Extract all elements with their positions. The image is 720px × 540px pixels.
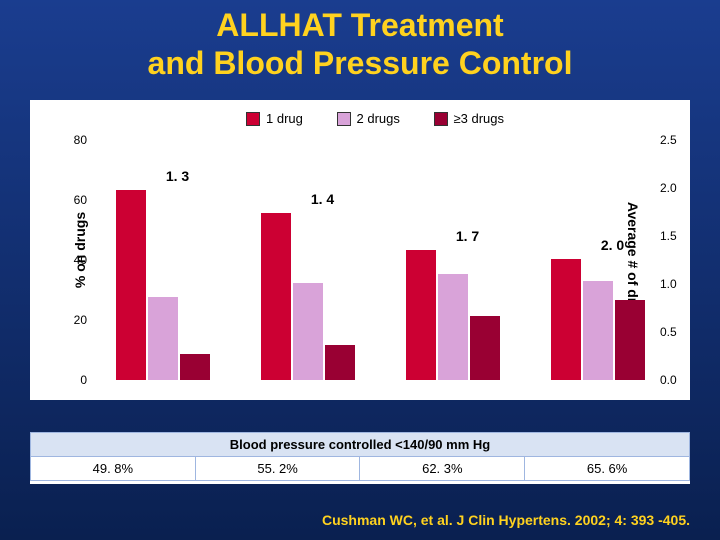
y-tick: 40 — [65, 253, 87, 267]
legend-swatch-2 — [434, 112, 448, 126]
table-row: 49. 8% 55. 2% 62. 3% 65. 6% — [31, 457, 690, 481]
citation: Cushman WC, et al. J Clin Hypertens. 200… — [322, 512, 690, 528]
group-label: 2. 0 — [583, 237, 643, 253]
bp-table: Blood pressure controlled <140/90 mm Hg … — [30, 432, 690, 481]
group-label: 1. 7 — [438, 228, 498, 244]
bar — [470, 316, 500, 380]
bar — [180, 354, 210, 380]
table-header: Blood pressure controlled <140/90 mm Hg — [31, 433, 690, 457]
x-tick: 1 yr — [258, 382, 358, 400]
legend: 1 drug 2 drugs ≥3 drugs — [30, 110, 690, 126]
bar — [325, 345, 355, 380]
x-tick: 6 mos — [113, 382, 213, 400]
bar — [406, 250, 436, 381]
x-tick: 5 yr — [548, 382, 648, 400]
title-line-1: ALLHAT Treatment — [216, 7, 503, 43]
slide: ALLHAT Treatment and Blood Pressure Cont… — [0, 0, 720, 540]
table-header-row: Blood pressure controlled <140/90 mm Hg — [31, 433, 690, 457]
bar — [116, 190, 146, 381]
bar — [438, 274, 468, 380]
y-tick: 80 — [65, 133, 87, 147]
right-y-tick: 0.5 — [660, 325, 682, 339]
plot-region: 6 mos1. 31 yr1. 43 yr1. 75 yr2. 0 — [90, 140, 670, 380]
right-y-tick: 1.0 — [660, 277, 682, 291]
bar — [148, 297, 178, 380]
legend-swatch-1 — [337, 112, 351, 126]
chart-area: 1 drug 2 drugs ≥3 drugs % on drugs Avera… — [30, 100, 690, 400]
bar — [261, 213, 291, 380]
slide-title: ALLHAT Treatment and Blood Pressure Cont… — [0, 6, 720, 83]
x-tick: 3 yr — [403, 382, 503, 400]
legend-swatch-0 — [246, 112, 260, 126]
group-label: 1. 3 — [148, 168, 208, 184]
y-tick: 20 — [65, 313, 87, 327]
y-tick: 60 — [65, 193, 87, 207]
right-y-tick: 2.5 — [660, 133, 682, 147]
legend-label-2: ≥3 drugs — [454, 111, 505, 126]
control-table: Blood pressure controlled <140/90 mm Hg … — [30, 432, 690, 484]
y-axis-title: % on drugs — [72, 212, 88, 288]
table-cell-0: 49. 8% — [31, 457, 196, 481]
group-label: 1. 4 — [293, 191, 353, 207]
bar — [583, 281, 613, 380]
table-cell-3: 65. 6% — [525, 457, 690, 481]
bar — [615, 300, 645, 380]
legend-label-1: 2 drugs — [357, 111, 400, 126]
right-y-tick: 0.0 — [660, 373, 682, 387]
y-tick: 0 — [65, 373, 87, 387]
right-y-tick: 1.5 — [660, 229, 682, 243]
table-cell-1: 55. 2% — [195, 457, 360, 481]
bar — [293, 283, 323, 381]
title-line-2: and Blood Pressure Control — [148, 45, 573, 81]
bar — [551, 259, 581, 380]
table-cell-2: 62. 3% — [360, 457, 525, 481]
right-y-tick: 2.0 — [660, 181, 682, 195]
legend-label-0: 1 drug — [266, 111, 303, 126]
